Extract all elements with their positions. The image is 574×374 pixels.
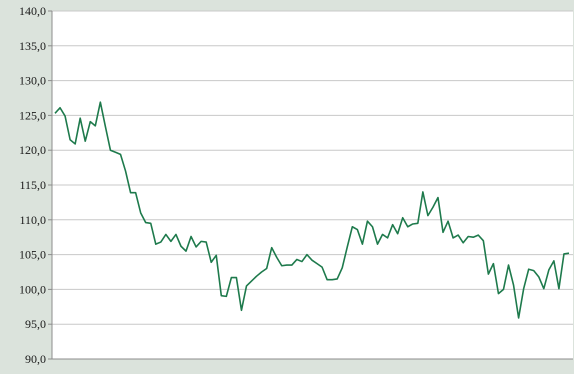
- y-tick-label: 105,0: [19, 248, 46, 262]
- axes: [48, 10, 573, 360]
- y-tick-label: 95,0: [25, 317, 46, 331]
- series-group: [54, 101, 570, 319]
- y-tick-label: 135,0: [19, 39, 46, 53]
- y-tick-label: 100,0: [19, 282, 46, 296]
- y-tick-label: 125,0: [19, 108, 46, 122]
- y-tick-label: 110,0: [19, 213, 46, 227]
- series-line: [54, 101, 570, 319]
- gridlines: [52, 10, 573, 325]
- y-axis-tick-labels: 90,0 95,0 100,0 105,0 110,0 115,0 120,0 125,0 13…: [19, 4, 46, 366]
- y-tick-label: 115,0: [19, 178, 46, 192]
- y-tick-label: 90,0: [25, 352, 46, 366]
- y-tick-label: 120,0: [19, 143, 46, 157]
- y-tick-label: 130,0: [19, 74, 46, 88]
- y-tick-label: 140,0: [19, 4, 46, 18]
